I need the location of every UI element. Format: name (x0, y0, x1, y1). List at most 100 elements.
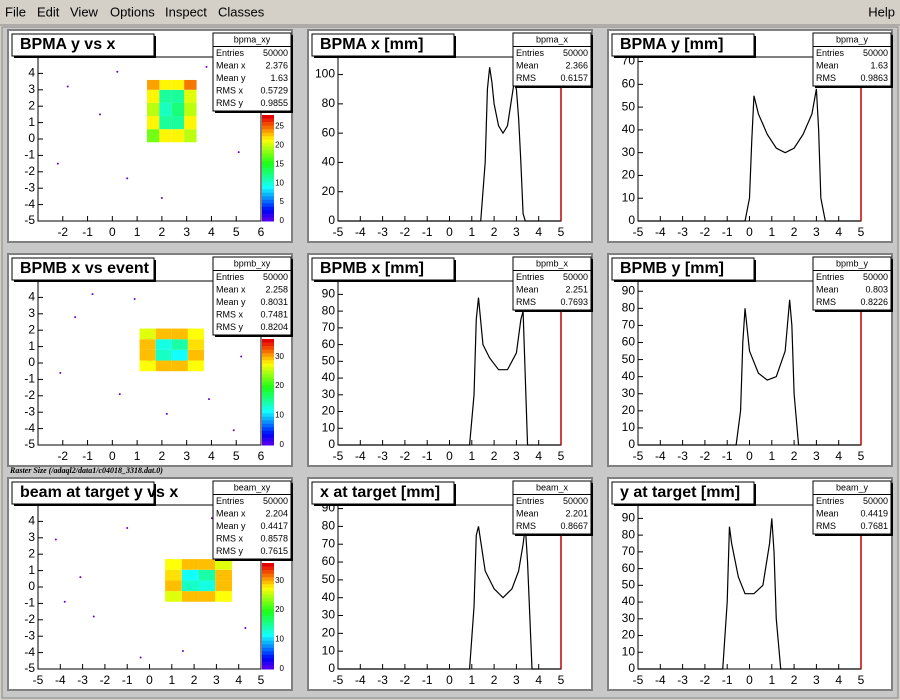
palette-slice (262, 413, 274, 418)
palette-slice (262, 640, 274, 645)
heatmap-cell (181, 559, 199, 570)
palette-slice (262, 157, 274, 162)
x-tick-label: 4 (535, 449, 542, 463)
palette-slice (262, 342, 274, 347)
y-tick-label: 40 (322, 155, 336, 169)
x-tick-label: 3 (513, 449, 520, 463)
x-tick-label: -4 (355, 673, 366, 687)
stats-name: bpmb_xy (234, 258, 271, 268)
y-tick-label: 3 (28, 82, 35, 96)
y-tick-label: 3 (28, 530, 35, 544)
y-tick-label: 100 (315, 67, 335, 81)
menu-item[interactable]: Edit (37, 4, 60, 19)
x-tick-label: -2 (700, 225, 711, 239)
palette-slice (262, 339, 274, 344)
heatmap-cell (139, 349, 156, 361)
stats-value: 2.258 (265, 284, 288, 294)
title-box (11, 33, 155, 57)
menu-item[interactable]: Inspect (165, 4, 207, 19)
palette-slice (262, 171, 274, 176)
palette-label: 20 (275, 381, 284, 390)
x-tick-label: 0 (446, 225, 453, 239)
y-tick-label: 3 (28, 306, 35, 320)
chart-title: BPMB x vs event (20, 260, 150, 277)
stats-box (512, 256, 592, 311)
y-tick-label: 20 (622, 168, 636, 182)
histogram-line (638, 518, 861, 670)
y-tick-label: 80 (322, 519, 336, 533)
heatmap-cell (159, 102, 172, 117)
y-tick-label: 10 (322, 643, 336, 657)
x-tick-label: -5 (633, 225, 644, 239)
x-tick-label: -1 (422, 225, 433, 239)
palette-slice (262, 619, 274, 624)
x-tick-label: 5 (233, 449, 240, 463)
heatmap-cell (155, 360, 172, 372)
stats-value: 0.8226 (860, 297, 888, 307)
palette-slice (262, 370, 274, 375)
y-tick-label: 0 (28, 355, 35, 369)
palette-slice (262, 658, 274, 663)
stats-label: RMS y (216, 98, 244, 108)
x-tick-label: -2 (57, 449, 68, 463)
stats-box (512, 32, 592, 87)
menu-item[interactable]: Help (868, 4, 895, 19)
palette-slice (262, 416, 274, 421)
heatmap-cell (184, 102, 197, 117)
x-tick-label: -2 (400, 449, 411, 463)
y-tick-label: 0 (28, 579, 35, 593)
heatmap-cell (139, 328, 156, 340)
x-tick-label: -1 (122, 673, 133, 687)
x-tick-label: -5 (633, 449, 644, 463)
scatter-point (240, 355, 243, 358)
y-tick-label: 80 (622, 301, 636, 315)
menu-item[interactable]: Classes (218, 4, 265, 19)
stats-label: Mean y (216, 521, 246, 531)
stats-value: 50000 (563, 496, 588, 506)
y-tick-label: 70 (322, 320, 336, 334)
scatter-point (210, 517, 213, 520)
palette-slice (262, 118, 274, 123)
menu-item[interactable]: File (5, 4, 26, 19)
palette-slice (262, 374, 274, 379)
y-tick-label: 60 (622, 561, 636, 575)
scatter-point (91, 293, 94, 296)
y-tick-label: -2 (24, 612, 35, 626)
histogram-line (638, 88, 861, 222)
palette-slice (262, 573, 274, 578)
palette-slice (262, 178, 274, 183)
palette-slice (262, 594, 274, 599)
palette-slice (262, 388, 274, 393)
y-tick-label: 10 (622, 420, 636, 434)
stats-value: 2.376 (265, 60, 288, 70)
y-tick-label: -4 (24, 197, 35, 211)
palette-slice (262, 654, 274, 659)
y-tick-label: 50 (322, 353, 336, 367)
chart-title: beam at target y vs x (20, 484, 178, 501)
stats-value: 0.8031 (260, 297, 288, 307)
menu-item[interactable]: Options (110, 4, 155, 19)
y-tick-label: 10 (622, 190, 636, 204)
menu-item[interactable]: View (70, 4, 99, 19)
palette-slice (262, 570, 274, 575)
palette-slice (262, 608, 274, 613)
title-box (11, 257, 155, 281)
stats-value: 0.803 (865, 284, 888, 294)
heatmap-cell (159, 79, 172, 90)
palette-slice (262, 423, 274, 428)
heatmap-cell (165, 559, 182, 570)
x-tick-label: -2 (400, 225, 411, 239)
heatmap-cell (198, 580, 216, 592)
stats-label: RMS (816, 73, 836, 83)
palette-slice (262, 601, 274, 606)
x-tick-label: -1 (422, 673, 433, 687)
stats-value: 0.6157 (560, 73, 588, 83)
scatter-point (244, 627, 247, 629)
y-tick-label: 0 (328, 661, 335, 675)
stats-label: Mean x (216, 508, 246, 518)
heatmap-cell (171, 339, 188, 350)
y-tick-label: 40 (622, 369, 636, 383)
x-tick-label: 5 (858, 449, 865, 463)
y-tick-label: 1 (28, 563, 35, 577)
